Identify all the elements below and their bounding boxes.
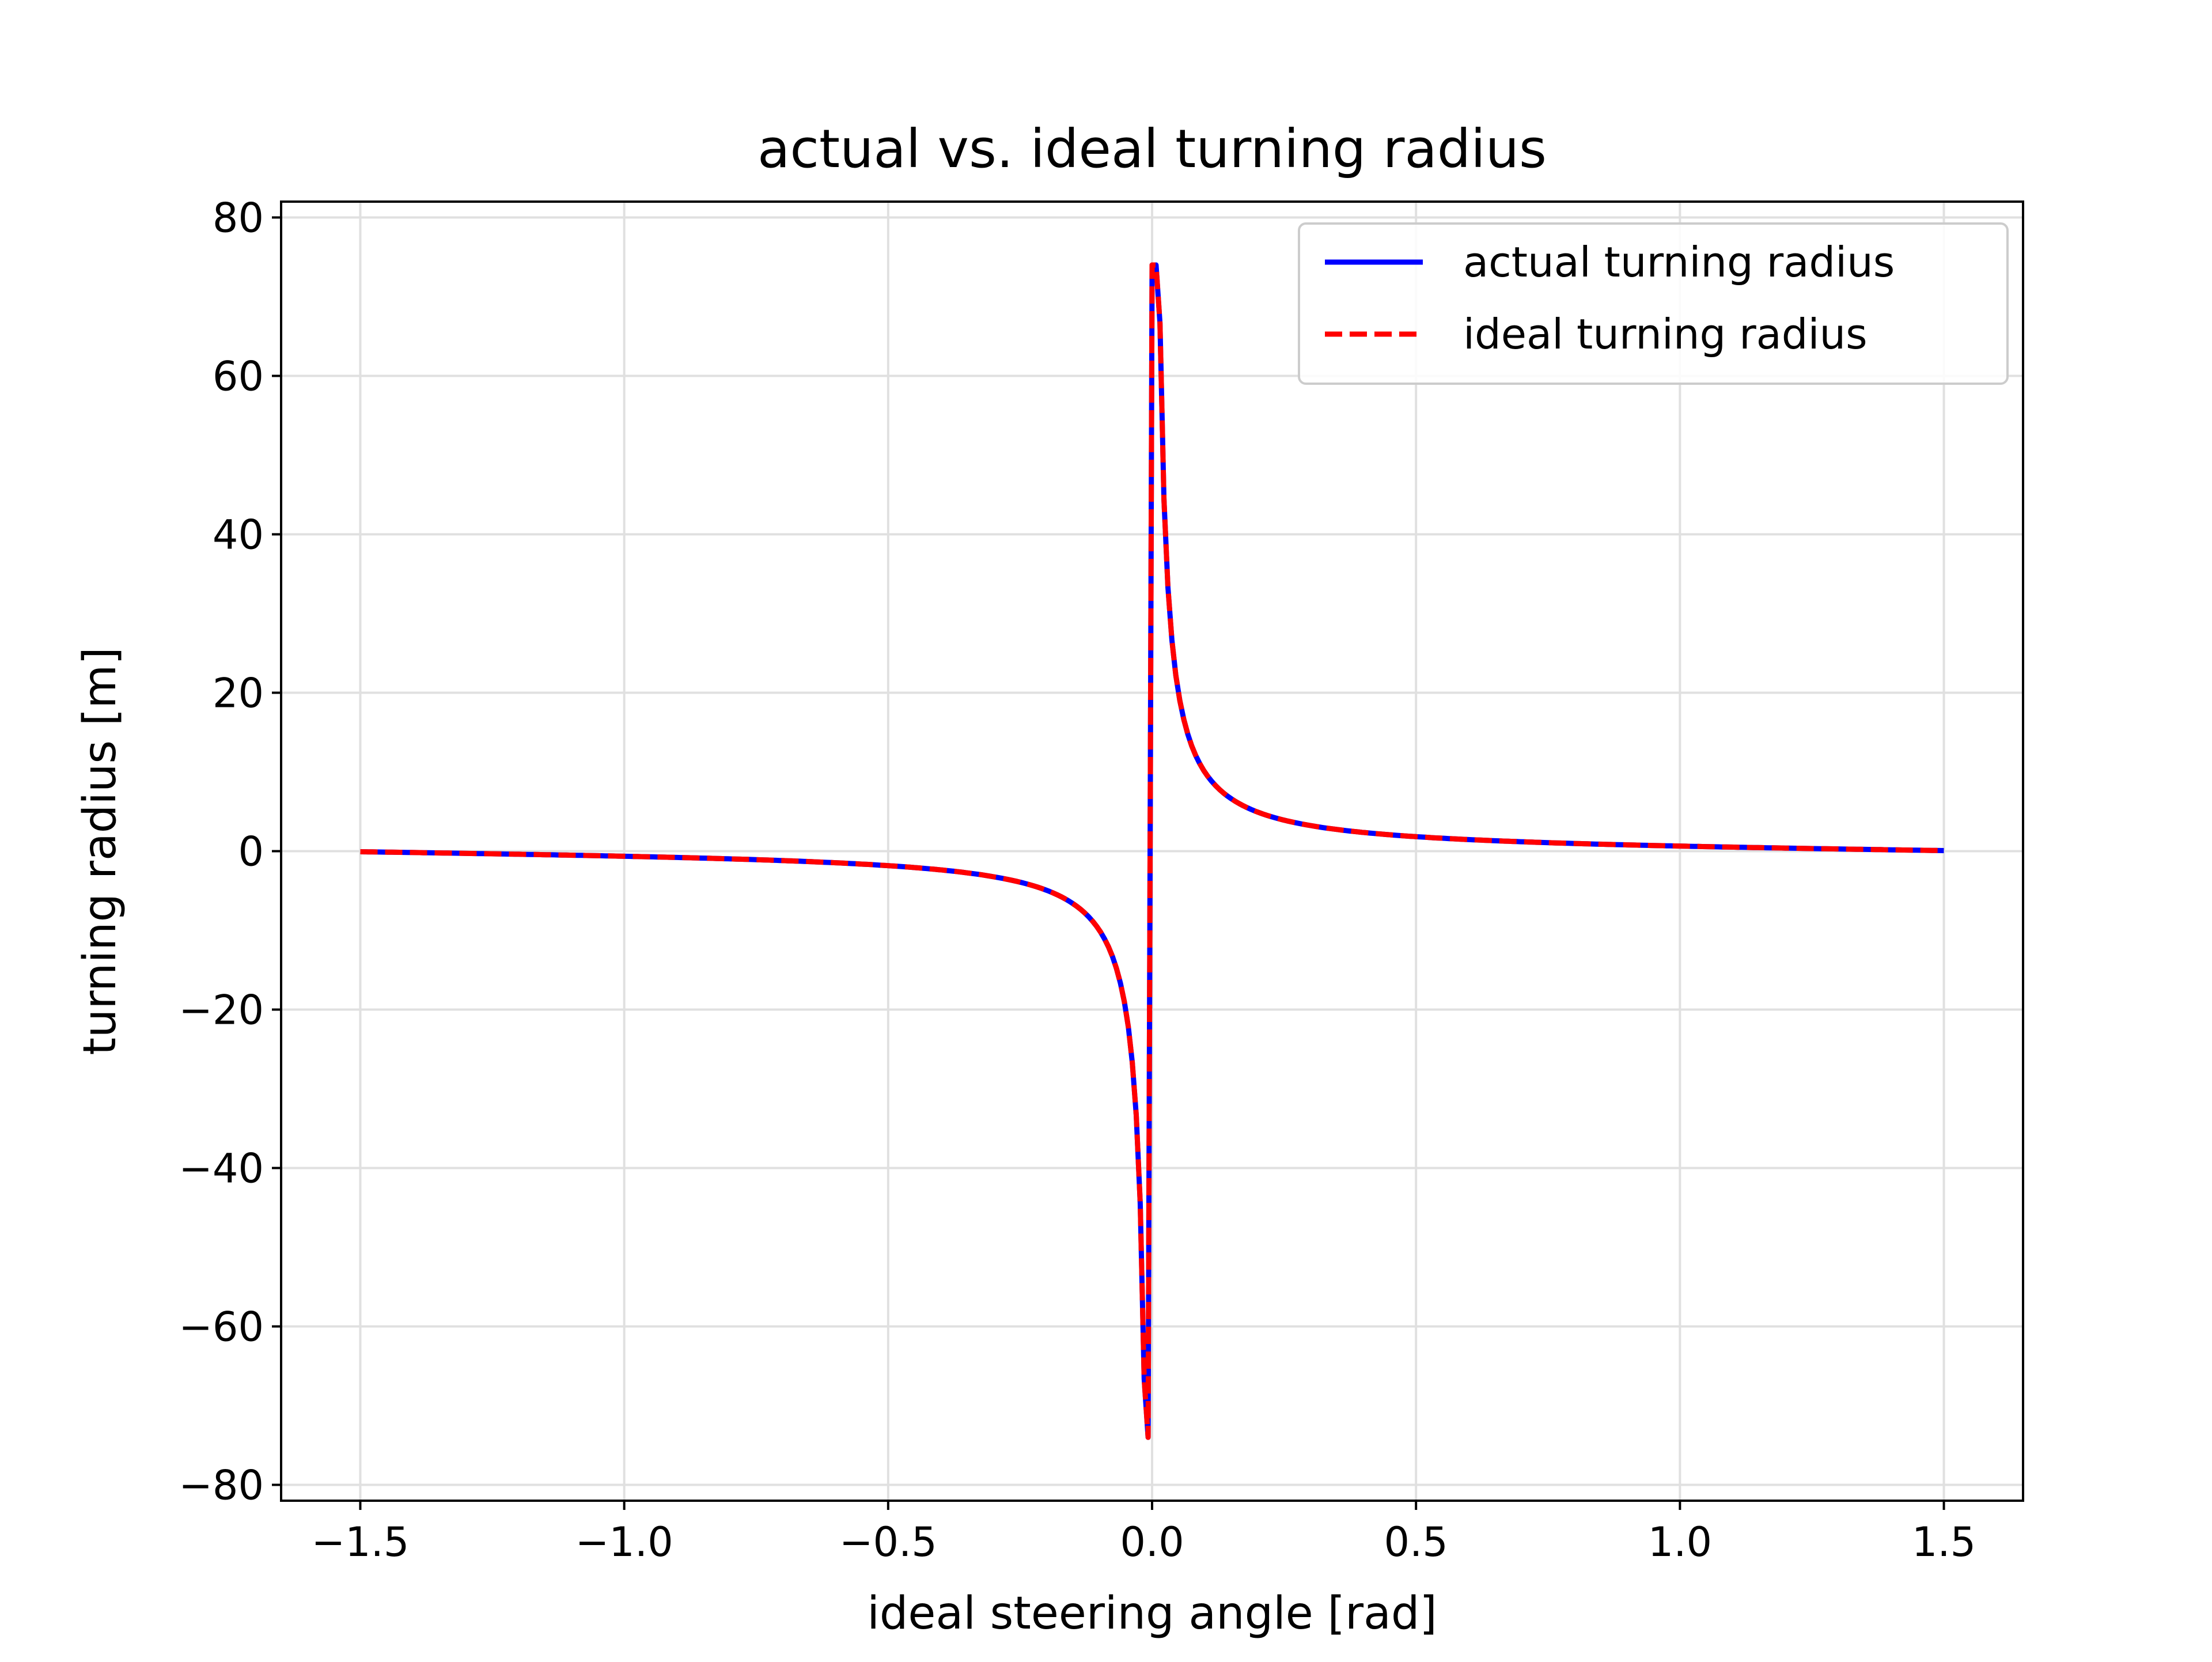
y-tick-label: −20 [179, 987, 264, 1034]
y-tick-label: 0 [238, 828, 264, 876]
legend: actual turning radius ideal turning radi… [1298, 222, 2009, 385]
y-tick-label: −60 [179, 1304, 264, 1351]
x-tick-label: −1.5 [311, 1519, 409, 1566]
y-tick-label: −80 [179, 1462, 264, 1509]
x-tick-label: −1.0 [575, 1519, 673, 1566]
y-axis-label: turning radius [m] [74, 647, 126, 1055]
x-tick-label: 1.0 [1648, 1519, 1712, 1566]
y-tick-label: 20 [213, 670, 264, 717]
x-tick-label: 1.5 [1912, 1519, 1976, 1566]
series-lines [360, 262, 1944, 1440]
x-tick-label: 0.0 [1120, 1519, 1184, 1566]
x-tick-label: −0.5 [839, 1519, 937, 1566]
chart-title: actual vs. ideal turning radius [757, 118, 1547, 180]
legend-box [1298, 222, 2009, 385]
x-tick-label: 0.5 [1384, 1519, 1448, 1566]
y-tick-label: −40 [179, 1145, 264, 1192]
y-tick-label: 40 [213, 512, 264, 559]
axis-ticks: −1.5 −1.0 −0.5 0.0 0.5 1.0 1.5 −80 −60 −40 −20 0 20 4… [179, 195, 1976, 1566]
y-tick-label: 80 [213, 195, 264, 242]
legend-label-actual: actual turning radius [1463, 238, 1895, 286]
y-tick-label: 60 [213, 353, 264, 400]
series-line-ideal-turning-radius [360, 262, 1944, 1440]
legend-label-ideal: ideal turning radius [1463, 310, 1868, 358]
x-axis-label: ideal steering angle [rad] [867, 1588, 1437, 1640]
